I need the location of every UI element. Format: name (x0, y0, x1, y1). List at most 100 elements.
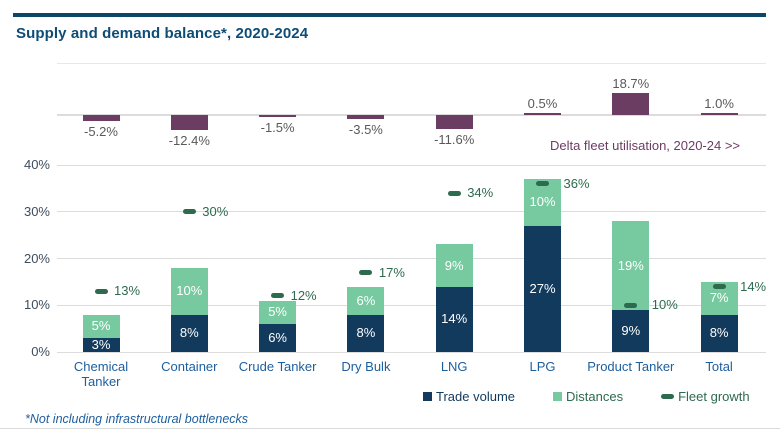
delta-bar (82, 115, 120, 122)
fleet-growth-marker (271, 293, 285, 299)
distances-value-label: 5% (268, 304, 287, 320)
distances-value-label: 19% (617, 257, 644, 273)
delta-value-label: -1.5% (260, 120, 295, 135)
trade-volume-bar-segment (170, 314, 208, 352)
trade-volume-value-label: 3% (91, 336, 111, 352)
delta-bar (524, 113, 561, 115)
x-tick-label: Container (161, 359, 218, 374)
distances-bar-segment (82, 314, 120, 338)
trade-volume-value-label: 8% (709, 325, 729, 341)
fleet-growth-marker (712, 284, 726, 290)
distances-bar-segment (259, 300, 297, 324)
trade-volume-value-label: 8% (179, 325, 199, 341)
footnote: *Not including infrastructural bottlenec… (25, 412, 249, 426)
fleet-growth-marker (94, 288, 108, 294)
distances-value-label: 10% (529, 194, 556, 210)
gridline (57, 304, 766, 306)
delta-fleet-utilisation-note: Delta fleet utilisation, 2020-24 >> (549, 138, 741, 153)
distances-value-label: 10% (176, 283, 203, 299)
fleet-growth-value-label: 30% (202, 203, 229, 219)
trade-volume-value-label: 9% (621, 322, 641, 338)
distances-bar-segment (524, 179, 561, 226)
delta-value-label: 0.5% (527, 96, 558, 111)
x-tick-label: LNG (440, 359, 468, 374)
legend-item-distances: Distances (553, 389, 623, 404)
y-tick-label: 10% (23, 297, 50, 313)
fleet-growth-marker (182, 209, 196, 215)
distances-bar-segment (170, 267, 208, 315)
distances-bar-segment (347, 286, 385, 315)
gridline (57, 164, 766, 166)
delta-value-label: 18.7% (612, 75, 650, 91)
distances-swatch-icon (553, 392, 562, 401)
fleet-growth-value-label: 13% (114, 283, 141, 299)
delta-bar (170, 115, 208, 130)
trade-volume-value-label: 6% (268, 329, 287, 345)
page-title: Supply and demand balance*, 2020-2024 (16, 25, 309, 42)
trade-volume-swatch-icon (423, 392, 432, 401)
delta-value-label: -3.5% (348, 122, 383, 138)
legend-label: Trade volume (436, 389, 515, 404)
trade-volume-bar-segment (259, 323, 297, 352)
trade-volume-bar-segment (347, 314, 385, 352)
distances-value-label: 7% (709, 290, 729, 306)
x-tick-label: Chemical Tanker (73, 359, 129, 389)
fleet-growth-value-label: 14% (740, 278, 767, 294)
delta-bar (435, 115, 473, 129)
fleet-growth-marker (536, 181, 549, 187)
fleet-growth-value-label: 36% (563, 175, 590, 191)
fleet-growth-value-label: 34% (467, 185, 494, 201)
gridline (57, 258, 766, 259)
fleet-growth-marker (624, 302, 638, 308)
mini-baseline (57, 114, 766, 116)
delta-value-label: -12.4% (168, 132, 210, 148)
legend-label: Distances (566, 389, 624, 404)
bottom-rule (0, 428, 780, 429)
y-tick-label: 40% (23, 157, 50, 172)
delta-bar (612, 92, 650, 115)
trade-volume-bar-segment (435, 286, 473, 352)
gridline (57, 211, 766, 213)
trade-volume-bar-segment (700, 314, 738, 352)
delta-bar (347, 115, 385, 120)
trade-volume-bar-segment (82, 337, 120, 352)
legend-item-trade-volume: Trade volume (423, 389, 515, 404)
legend-label: Fleet growth (678, 389, 750, 404)
gridline (57, 351, 766, 353)
x-tick-label: Total (705, 359, 733, 374)
y-tick-label: 20% (23, 250, 50, 266)
distances-bar-segment (435, 244, 473, 287)
fleet-growth-marker (447, 190, 461, 196)
x-tick-label: Product Tanker (587, 359, 675, 374)
delta-bar (700, 113, 738, 115)
legend-item-fleet-growth: Fleet growth (661, 389, 750, 404)
trade-volume-value-label: 27% (529, 280, 556, 296)
chart-legend: Trade volume Distances Fleet growth (423, 389, 750, 404)
distances-value-label: 6% (356, 292, 376, 308)
delta-value-label: -11.6% (434, 131, 475, 147)
x-tick-label: Crude Tanker (238, 359, 317, 374)
x-tick-label: Dry Bulk (341, 359, 391, 374)
trade-volume-bar-segment (612, 309, 650, 352)
delta-bar (259, 115, 297, 117)
distances-value-label: 5% (91, 318, 111, 334)
distances-value-label: 9% (444, 257, 464, 273)
trade-volume-bar-segment (524, 225, 561, 352)
x-tick-label: LPG (529, 359, 556, 374)
y-tick-label: 0% (31, 344, 50, 359)
y-tick-label: 30% (23, 203, 50, 219)
fleet-growth-value-label: 10% (651, 297, 678, 313)
fleet-growth-swatch-icon (661, 394, 675, 399)
trade-volume-value-label: 14% (441, 311, 468, 327)
mini-gridline (57, 63, 766, 64)
title-rule (13, 13, 766, 17)
fleet-growth-value-label: 12% (290, 287, 317, 303)
delta-value-label: 1.0% (704, 96, 734, 111)
fleet-growth-marker (359, 270, 373, 276)
delta-value-label: -5.2% (84, 124, 118, 140)
fleet-growth-value-label: 17% (378, 264, 405, 280)
distances-bar-segment (612, 221, 650, 310)
trade-volume-value-label: 8% (356, 325, 376, 341)
